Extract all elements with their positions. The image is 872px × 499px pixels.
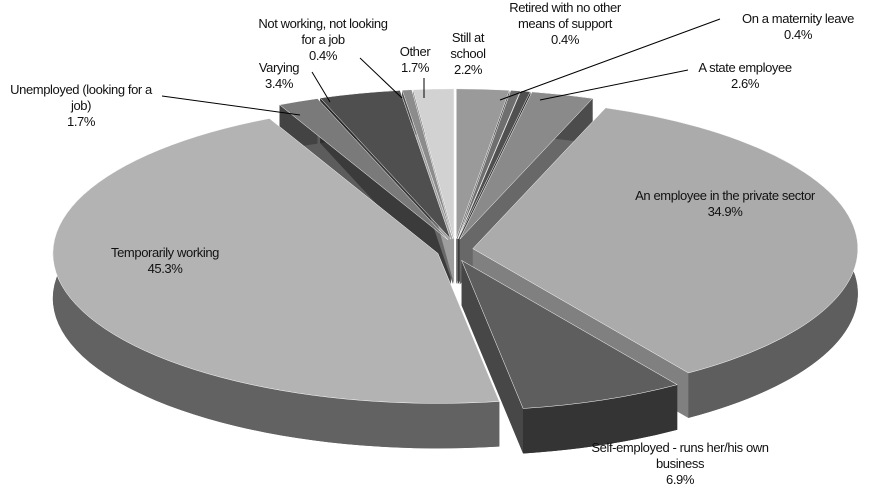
slice bbox=[401, 89, 454, 239]
slice-label: Retired with no other means of support 0.… bbox=[500, 0, 630, 48]
value-label: 0.4% bbox=[308, 48, 338, 63]
leader-line bbox=[161, 95, 301, 116]
leader-line bbox=[539, 69, 689, 101]
value-label: 1.7% bbox=[400, 60, 430, 75]
value-label: 3.4% bbox=[264, 76, 294, 91]
value-label: 2.6% bbox=[730, 76, 760, 91]
category-label: An employee in the private sector bbox=[635, 188, 815, 203]
category-label: Not working, not looking for a job bbox=[258, 16, 388, 47]
slice-label: Still at school 2.2% bbox=[440, 30, 496, 78]
leader-line bbox=[499, 18, 721, 101]
slice-edge bbox=[523, 384, 678, 454]
slice-wall bbox=[461, 260, 524, 454]
category-label: A state employee bbox=[698, 60, 792, 75]
slice-label: Unemployed (looking for a job) 1.7% bbox=[0, 82, 162, 130]
slice bbox=[319, 90, 451, 240]
slice bbox=[52, 118, 500, 404]
slice bbox=[457, 90, 521, 240]
slice-label: An employee in the private sector 34.9% bbox=[630, 188, 820, 220]
leader-line bbox=[359, 57, 403, 99]
slice bbox=[457, 90, 531, 240]
slice-label: On a maternity leave 0.4% bbox=[718, 11, 872, 43]
value-label: 2.2% bbox=[453, 62, 483, 77]
slice bbox=[459, 91, 594, 240]
slice bbox=[278, 98, 449, 240]
value-label: 34.9% bbox=[707, 204, 743, 219]
category-label: Other bbox=[399, 44, 431, 59]
category-label: Temporarily working bbox=[111, 245, 219, 260]
leader-line bbox=[311, 71, 331, 103]
slice bbox=[461, 259, 678, 409]
category-label: Retired with no other means of support bbox=[509, 0, 621, 31]
slice-label: Temporarily working 45.3% bbox=[70, 245, 260, 277]
value-label: 45.3% bbox=[147, 261, 183, 276]
slice-label: Not working, not looking for a job 0.4% bbox=[258, 16, 388, 64]
slice-label: Other 1.7% bbox=[390, 44, 440, 76]
slice-tops bbox=[52, 88, 859, 409]
category-label: Still at school bbox=[450, 30, 486, 61]
slice bbox=[472, 107, 859, 374]
value-label: 0.4% bbox=[783, 27, 813, 42]
category-label: Varying bbox=[258, 60, 300, 75]
slice bbox=[412, 88, 455, 239]
slice-label: Varying 3.4% bbox=[245, 60, 313, 92]
category-label: On a maternity leave bbox=[742, 11, 854, 26]
category-label: Self-employed - runs her/his own busines… bbox=[591, 440, 769, 471]
slice-label: A state employee 2.6% bbox=[680, 60, 810, 92]
value-label: 1.7% bbox=[66, 114, 96, 129]
category-label: Unemployed (looking for a job) bbox=[10, 82, 152, 113]
slice-edge bbox=[52, 118, 500, 449]
slice-label: Self-employed - runs her/his own busines… bbox=[585, 440, 775, 488]
slice bbox=[455, 88, 510, 239]
value-label: 0.4% bbox=[550, 32, 580, 47]
value-label: 6.9% bbox=[665, 472, 695, 487]
